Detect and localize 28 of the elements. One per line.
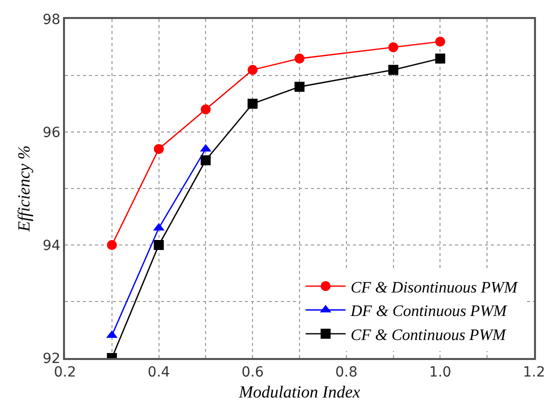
point: [248, 98, 258, 109]
point: [154, 144, 164, 154]
x-tick-label: 0.8: [335, 364, 358, 381]
x-axis-title: Modulation Index: [238, 382, 361, 402]
point: [435, 54, 446, 64]
point: [435, 36, 446, 47]
point: [388, 42, 398, 52]
point: [106, 240, 117, 250]
y-tick-label: 96: [42, 124, 61, 141]
point: [200, 104, 211, 114]
y-axis-title: Efficiency %: [14, 145, 34, 233]
point: [154, 240, 164, 250]
x-tick-label: 1.0: [429, 364, 452, 381]
legend-label: CF & Disontinuous PWM: [350, 279, 519, 296]
y-tick-label: 98: [42, 12, 60, 28]
point: [294, 54, 304, 64]
y-tick-label: 92: [42, 350, 60, 367]
x-tick-label: 1.2: [522, 364, 546, 381]
point: [294, 82, 304, 92]
legend-label: DF & Continuous PWM: [350, 303, 508, 320]
point: [200, 155, 211, 166]
point: [388, 64, 398, 75]
point: [248, 64, 258, 75]
x-tick-label: 0.2: [54, 364, 76, 381]
x-tick-label: 0.4: [148, 364, 170, 381]
y-tick-label: 94: [42, 238, 61, 254]
x-tick-label: 0.6: [241, 364, 264, 381]
legend-label: CF & Continuous PWM: [350, 326, 508, 344]
